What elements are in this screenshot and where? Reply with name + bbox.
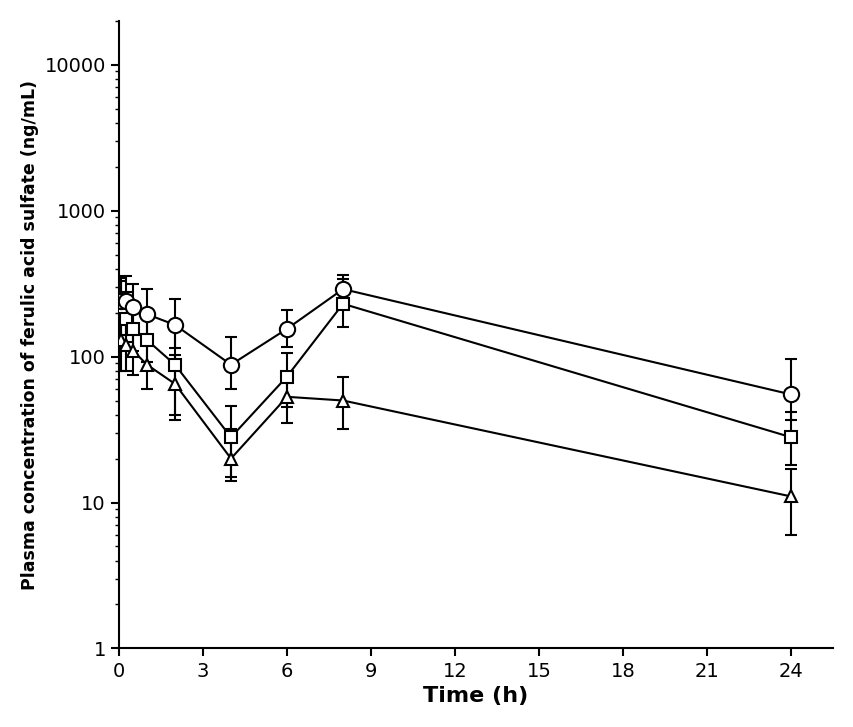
- X-axis label: Time (h): Time (h): [423, 686, 528, 706]
- Y-axis label: Plasma concentration of ferulic acid sulfate (ng/mL): Plasma concentration of ferulic acid sul…: [20, 80, 38, 590]
